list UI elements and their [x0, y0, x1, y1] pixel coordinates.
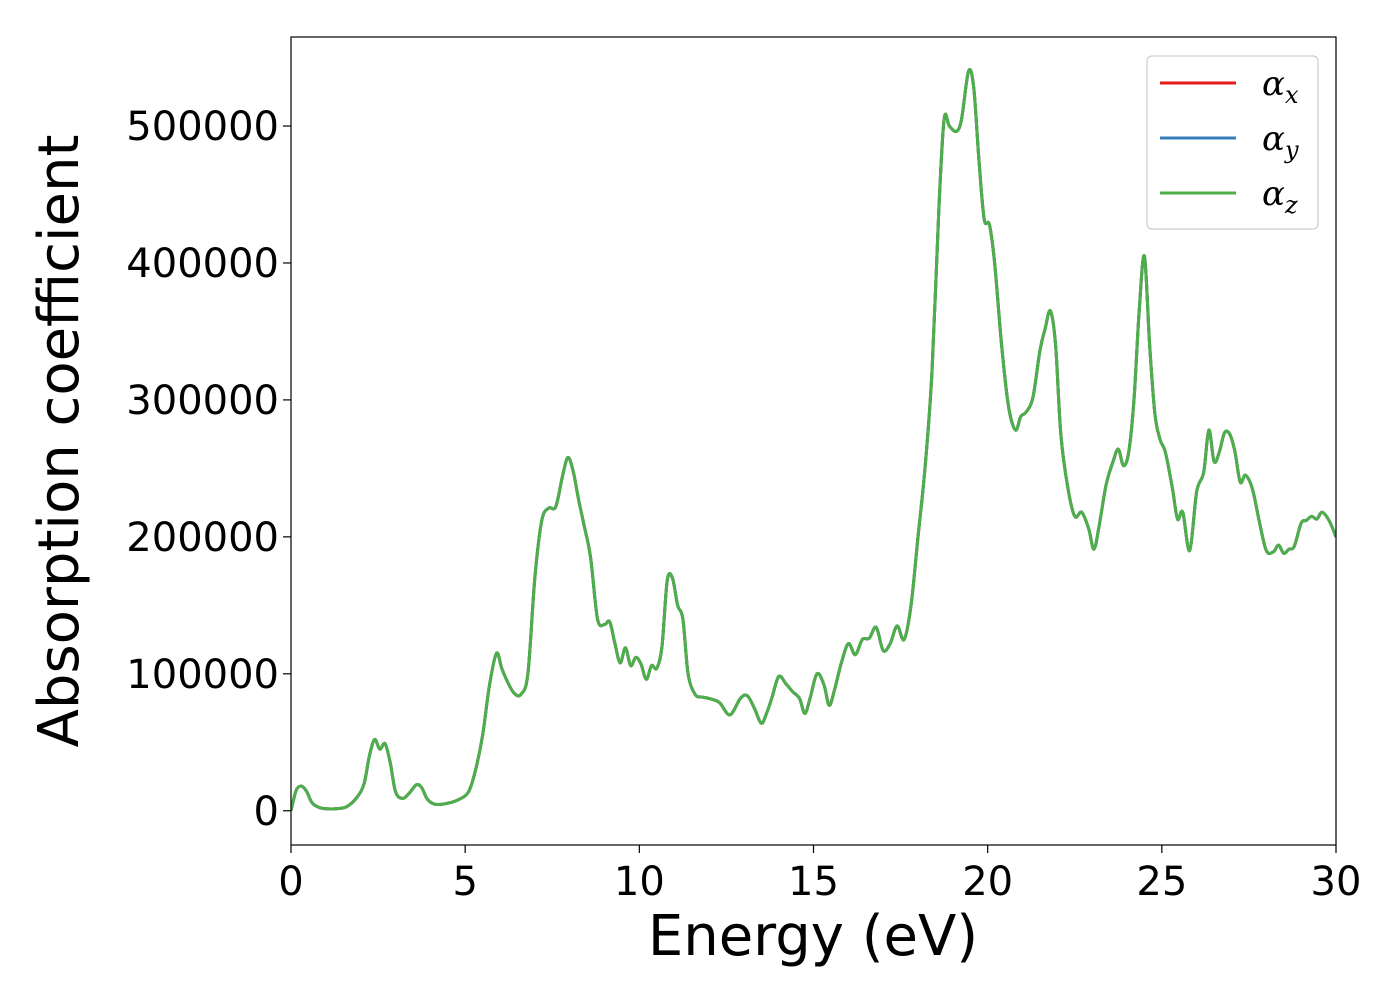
legend-subscript: y	[1284, 136, 1299, 164]
legend-label-alpha-z: αz	[1262, 174, 1298, 219]
x-tick-label: 10	[614, 859, 665, 905]
y-tick-label: 400000	[126, 241, 279, 287]
legend-label-alpha-y: αy	[1262, 119, 1299, 164]
x-axis-title: Energy (eV)	[648, 904, 978, 969]
x-tick-label: 0	[278, 859, 303, 905]
legend: αx αy αz	[1146, 55, 1319, 230]
legend-symbol: α	[1262, 174, 1285, 214]
plot-area	[291, 68, 1336, 812]
legend-subscript: x	[1285, 81, 1299, 109]
legend-label-alpha-x: αx	[1262, 64, 1299, 109]
x-tick-label: 5	[452, 859, 477, 905]
legend-box	[1146, 55, 1319, 230]
y-tick-label: 100000	[126, 652, 279, 698]
y-tick-label: 200000	[126, 515, 279, 561]
series-line-alpha-z	[291, 68, 1336, 812]
y-tick-label: 300000	[126, 378, 279, 424]
legend-subscript: z	[1284, 191, 1298, 219]
plot-frame	[290, 36, 1337, 846]
y-tick-label: 500000	[126, 104, 279, 150]
x-tick-label: 25	[1136, 859, 1187, 905]
x-tick-label: 30	[1311, 859, 1362, 905]
legend-symbol: α	[1262, 119, 1285, 159]
x-tick-label: 15	[788, 859, 839, 905]
y-axis-title: Absorption coefficient	[27, 135, 92, 748]
axis-ticks: 0 5 10 15 20 25 30 0 100000 200000 300000 400000 500…	[126, 104, 1361, 905]
legend-symbol: α	[1262, 64, 1285, 104]
y-tick-label: 0	[254, 789, 279, 835]
x-tick-label: 20	[962, 859, 1013, 905]
